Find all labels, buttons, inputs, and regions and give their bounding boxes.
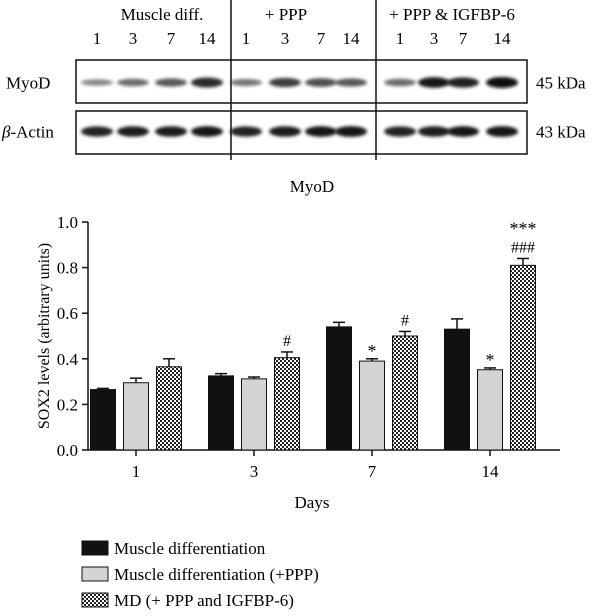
bar — [208, 375, 234, 451]
blot-kda-label: 45 kDa — [536, 74, 586, 93]
blot-band — [447, 77, 479, 88]
bar — [444, 328, 470, 451]
y-tick-label: 0.6 — [57, 304, 78, 323]
y-tick-label: 0.0 — [57, 441, 78, 460]
legend-swatch — [81, 592, 109, 608]
legend-label: Muscle differentiation — [114, 539, 266, 558]
blot-band — [305, 126, 337, 137]
blot-band — [486, 126, 518, 137]
x-tick-label: 3 — [250, 462, 259, 481]
legend-label: Muscle differentiation (+PPP) — [114, 565, 319, 584]
bar — [359, 360, 385, 451]
y-tick-label: 0.8 — [57, 259, 78, 278]
blot-group-label: Muscle diff. — [121, 5, 204, 24]
bar — [392, 335, 418, 451]
blot-band — [191, 77, 223, 88]
x-tick-label: 1 — [132, 462, 141, 481]
blot-band — [117, 78, 149, 87]
blot-kda-label: 43 kDa — [536, 123, 586, 142]
blot-lane-label: 1 — [396, 29, 405, 48]
y-tick-label: 0.2 — [57, 395, 78, 414]
blot-lane-label: 3 — [281, 29, 290, 48]
blot-band — [486, 77, 518, 88]
significance-label: *** — [510, 218, 537, 238]
blot-lane-label: 7 — [167, 29, 176, 48]
bar — [90, 389, 116, 451]
legend-swatch — [81, 566, 109, 582]
blot-band — [335, 78, 367, 87]
blot-lane-label: 1 — [93, 29, 102, 48]
blot-lane-label: 7 — [459, 29, 468, 48]
blot-band — [81, 126, 113, 137]
x-tick-label: 7 — [368, 462, 377, 481]
blot-band — [384, 126, 416, 137]
blot-band — [117, 126, 149, 137]
bar — [274, 357, 300, 451]
chart-legend: Muscle differentiation Muscle differentia… — [81, 539, 319, 610]
blot-band — [305, 78, 337, 87]
significance-label: ### — [511, 239, 535, 256]
x-axis-label: Days — [295, 493, 330, 512]
blot-band — [384, 78, 416, 87]
blot-band — [418, 126, 450, 137]
legend-swatch — [81, 540, 109, 556]
blot-group-label: + PPP — [265, 5, 307, 24]
blot-lane-label: 3 — [430, 29, 439, 48]
blot-band — [155, 126, 187, 137]
legend-label: MD (+ PPP and IGFBP-6) — [114, 591, 294, 610]
bar — [477, 369, 503, 451]
y-axis-label: SOX2 levels (arbitrary units) — [36, 243, 53, 429]
significance-label: * — [486, 350, 495, 370]
bar — [510, 264, 536, 451]
blot-lane-label: 14 — [494, 29, 512, 48]
blot-band — [230, 126, 262, 137]
y-tick-label: 1.0 — [57, 213, 78, 232]
blot-band — [335, 126, 367, 137]
blot-band — [155, 78, 187, 87]
blot-lane-label: 7 — [317, 29, 326, 48]
y-tick-label: 0.4 — [57, 350, 79, 369]
x-tick-label: 14 — [482, 462, 500, 481]
blot-lane-label: 3 — [129, 29, 138, 48]
blot-band — [447, 126, 479, 137]
western-blot: Muscle diff. + PPP + PPP & IGFBP-6 1 3 7 14 1 3 7… — [1, 0, 586, 160]
significance-label: # — [283, 333, 291, 350]
bar — [156, 366, 182, 451]
blot-band — [230, 78, 262, 87]
blot-band — [191, 126, 223, 137]
blot-lane-label: 14 — [199, 29, 217, 48]
blot-band — [81, 79, 113, 86]
blot-lane-label: 14 — [343, 29, 361, 48]
blot-group-label: + PPP & IGFBP-6 — [389, 5, 515, 24]
blot-lane-label: 1 — [242, 29, 251, 48]
blot-band — [418, 77, 450, 88]
bar-chart: 0.00.20.40.60.81.01 3 7 14* *#####*** — [57, 213, 560, 481]
significance-label: * — [368, 341, 377, 361]
blot-row-label: β-Actin — [1, 123, 54, 142]
blot-band — [269, 77, 301, 88]
blot-band — [269, 126, 301, 137]
bar — [241, 378, 267, 451]
significance-label: # — [401, 312, 409, 329]
bar — [123, 382, 149, 451]
bar — [326, 326, 352, 451]
blot-row-label: MyoD — [6, 74, 50, 93]
chart-title: MyoD — [290, 177, 334, 196]
